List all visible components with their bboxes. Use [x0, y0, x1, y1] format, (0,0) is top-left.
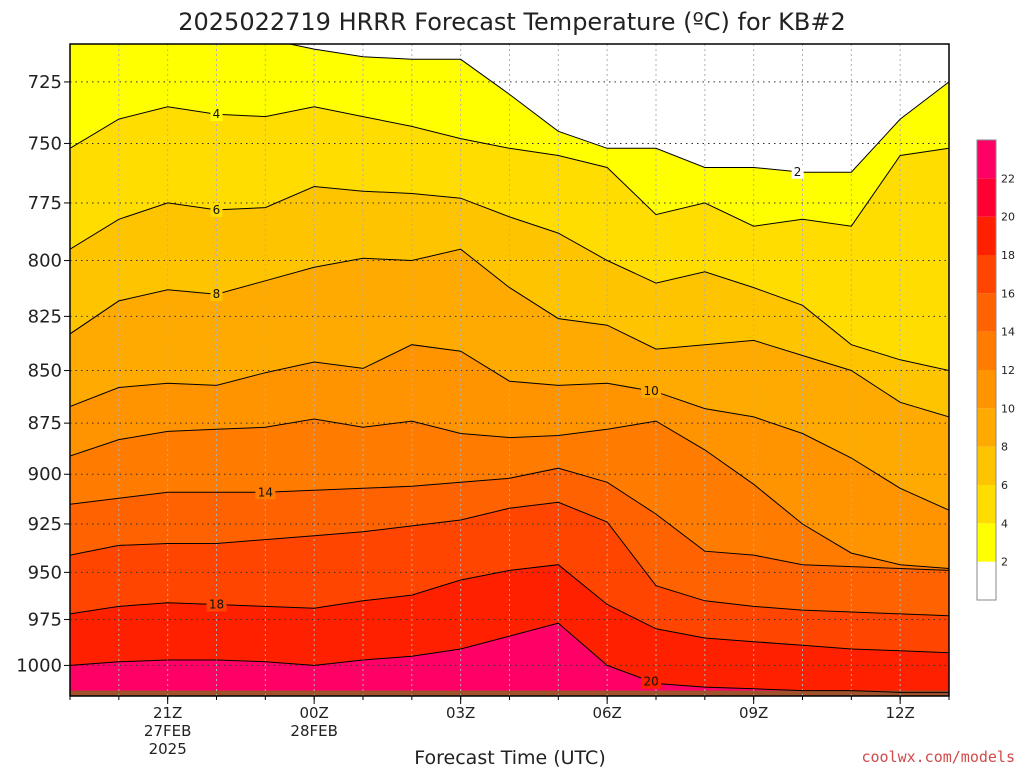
contour-label-bg	[210, 287, 223, 302]
colorbar-tick-label: 4	[1001, 517, 1008, 530]
y-tick-label: 950	[28, 562, 62, 583]
contour-12	[70, 418, 949, 569]
colorbar-swatch	[977, 370, 996, 409]
colorbar-swatch	[977, 293, 996, 332]
contour-label-14: 14	[258, 485, 273, 499]
colorbar-swatch	[977, 523, 996, 562]
colorbar-tick-label: 22	[1001, 172, 1015, 185]
y-axis: 725 750 775 800 825 850 875 900 925 950 975 1000	[16, 72, 70, 676]
y-tick-label: 800	[28, 251, 62, 272]
colorbar-tick-label: 20	[1001, 211, 1015, 224]
colorbar-swatch	[977, 408, 996, 447]
y-tick-label: 875	[28, 413, 62, 434]
contour-label-bg	[210, 202, 223, 217]
colorbar-tick-label: 16	[1001, 287, 1015, 300]
x-tick-label: 12Z	[885, 704, 914, 722]
colorbar-tick-label: 18	[1001, 249, 1015, 262]
x-tick-label: 03Z	[446, 704, 475, 722]
contour-label-8: 8	[213, 287, 221, 301]
chart-title: 2025022719 HRRR Forecast Temperature (ºC…	[178, 8, 846, 36]
colorbar: 2 4 6 8 10 12 14 16 18 20 22	[976, 139, 1015, 601]
colorbar-swatch	[977, 446, 996, 485]
y-tick-label: 775	[28, 193, 62, 214]
contour-label-bg	[255, 485, 276, 500]
colorbar-tick-label: 8	[1001, 441, 1008, 454]
contour-label-10: 10	[643, 384, 658, 398]
y-tick-label: 1000	[16, 655, 62, 676]
contour-label-bg	[641, 383, 662, 398]
contour-label-2: 2	[794, 165, 802, 179]
x-tick-label: 00Z	[299, 704, 328, 722]
contour-20	[70, 622, 949, 693]
x-axis-label: Forecast Time (UTC)	[414, 747, 605, 768]
colorbar-swatch	[977, 140, 996, 179]
ground-fill	[70, 690, 949, 696]
x-tick-label: 2025	[149, 740, 187, 758]
colorbar-swatch	[977, 561, 996, 600]
contour-16	[70, 501, 949, 617]
x-tick-label: 28FEB	[290, 722, 337, 740]
x-tick-label: 27FEB	[144, 722, 191, 740]
contour-label-bg	[791, 164, 804, 179]
colorbar-swatch	[977, 178, 996, 217]
y-tick-label: 925	[28, 514, 62, 535]
contour-label-6: 6	[213, 203, 221, 217]
contour-label-bg	[210, 107, 223, 122]
credit-text: coolwx.com/models	[861, 748, 1015, 766]
y-tick-label: 900	[28, 464, 62, 485]
contour-label-bg	[641, 674, 662, 689]
x-tick-label: 09Z	[739, 704, 768, 722]
ground-layer	[70, 690, 949, 696]
contour-label-4: 4	[213, 107, 221, 121]
contour-10	[70, 344, 949, 511]
colorbar-swatch	[977, 255, 996, 294]
temperature-fills	[70, 44, 949, 696]
colorbar-tick-label: 10	[1001, 402, 1015, 415]
contour-label-18: 18	[209, 598, 224, 612]
colorbar-tick-label: 12	[1001, 364, 1015, 377]
x-tick-label: 21Z	[153, 704, 182, 722]
y-tick-label: 725	[28, 72, 62, 93]
band-below-2	[70, 44, 949, 173]
colorbar-frame	[976, 139, 997, 601]
colorbar-swatch	[977, 485, 996, 524]
contour-14	[70, 467, 949, 571]
x-tick-label: 06Z	[592, 704, 621, 722]
colorbar-swatch	[977, 331, 996, 370]
colorbar-tick-label: 6	[1001, 479, 1008, 492]
contour-labels: 2 4 6 8 10 14 18 20	[206, 107, 804, 689]
grid-lines	[69, 44, 950, 696]
colorbar-tick-label: 14	[1001, 326, 1015, 339]
contour-label-bg	[206, 597, 227, 612]
y-tick-label: 975	[28, 609, 62, 630]
colorbar-swatch	[977, 216, 996, 255]
contour-label-20: 20	[643, 675, 658, 689]
y-tick-label: 850	[28, 361, 62, 382]
y-tick-label: 750	[28, 133, 62, 154]
y-tick-label: 825	[28, 306, 62, 327]
colorbar-tick-label: 2	[1001, 556, 1008, 569]
